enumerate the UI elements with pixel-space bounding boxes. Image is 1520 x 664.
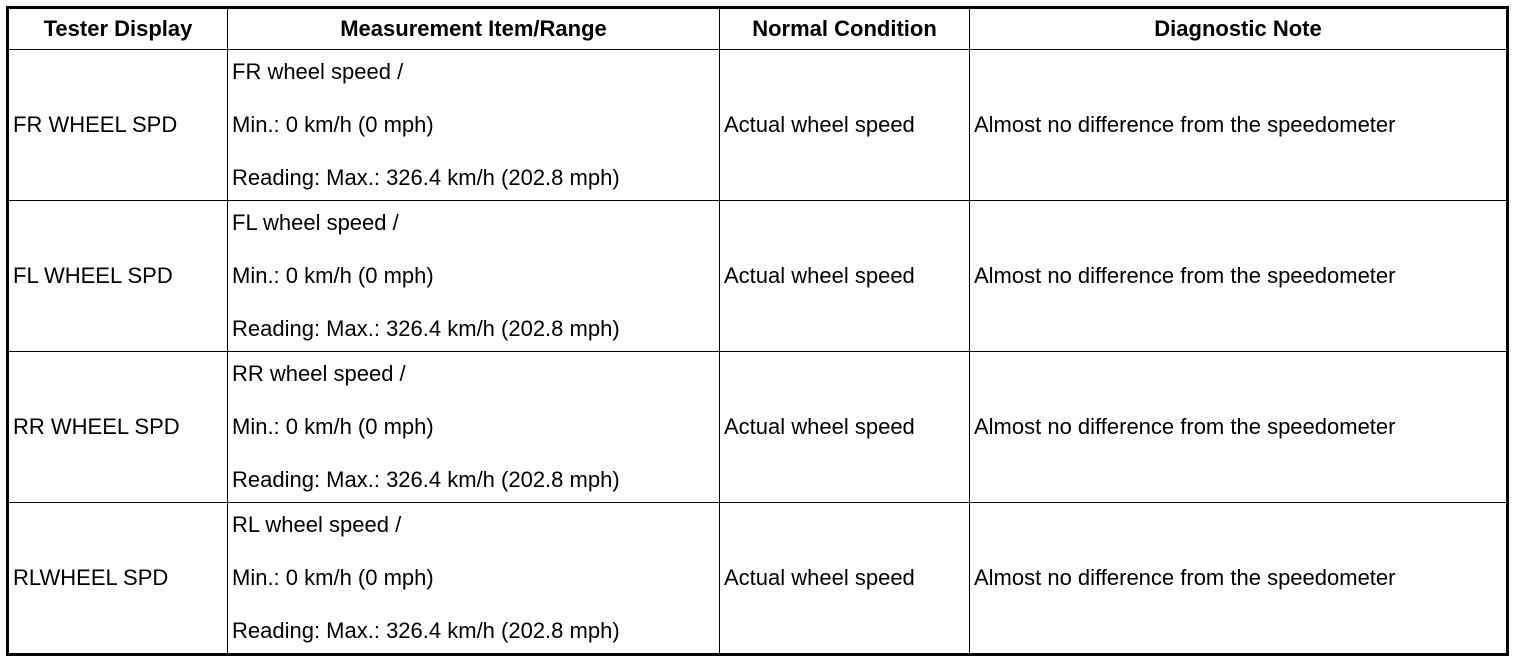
header-tester-display: Tester Display	[7, 7, 228, 50]
range-max: Reading: Max.: 326.4 km/h (202.8 mph)	[232, 618, 620, 643]
diagnostic-note-cell: Almost no difference from the speedomete…	[969, 49, 1508, 201]
measurement-item: RR wheel speed /	[232, 361, 406, 386]
diagnostic-table: Tester Display Measurement Item/Range No…	[6, 6, 1509, 656]
range-max: Reading: Max.: 326.4 km/h (202.8 mph)	[232, 165, 620, 190]
normal-condition-cell: Actual wheel speed	[719, 502, 970, 655]
table-header-row: Tester Display Measurement Item/Range No…	[7, 7, 1508, 50]
tester-display-cell: FL WHEEL SPD	[7, 200, 228, 352]
table-row: FR WHEEL SPD FR wheel speed / Min.: 0 km…	[7, 49, 1508, 201]
measurement-range-cell: RL wheel speed / Min.: 0 km/h (0 mph) Re…	[227, 502, 720, 655]
measurement-item: RL wheel speed /	[232, 512, 402, 537]
measurement-item: FL wheel speed /	[232, 210, 399, 235]
measurement-range-cell: FL wheel speed / Min.: 0 km/h (0 mph) Re…	[227, 200, 720, 352]
tester-display-cell: RR WHEEL SPD	[7, 351, 228, 503]
table-row: RLWHEEL SPD RL wheel speed / Min.: 0 km/…	[7, 502, 1508, 655]
header-measurement-item-range: Measurement Item/Range	[227, 7, 720, 50]
range-min: Min.: 0 km/h (0 mph)	[232, 112, 434, 137]
header-normal-condition: Normal Condition	[719, 7, 970, 50]
header-diagnostic-note: Diagnostic Note	[969, 7, 1508, 50]
diagnostic-note-cell: Almost no difference from the speedomete…	[969, 502, 1508, 655]
diagnostic-table-container: Tester Display Measurement Item/Range No…	[6, 6, 1509, 656]
normal-condition-cell: Actual wheel speed	[719, 49, 970, 201]
normal-condition-cell: Actual wheel speed	[719, 351, 970, 503]
tester-display-cell: RLWHEEL SPD	[7, 502, 228, 655]
measurement-range-cell: FR wheel speed / Min.: 0 km/h (0 mph) Re…	[227, 49, 720, 201]
table-row: RR WHEEL SPD RR wheel speed / Min.: 0 km…	[7, 351, 1508, 503]
range-max: Reading: Max.: 326.4 km/h (202.8 mph)	[232, 467, 620, 492]
measurement-range-cell: RR wheel speed / Min.: 0 km/h (0 mph) Re…	[227, 351, 720, 503]
normal-condition-cell: Actual wheel speed	[719, 200, 970, 352]
measurement-item: FR wheel speed /	[232, 59, 404, 84]
range-min: Min.: 0 km/h (0 mph)	[232, 263, 434, 288]
diagnostic-note-cell: Almost no difference from the speedomete…	[969, 200, 1508, 352]
range-max: Reading: Max.: 326.4 km/h (202.8 mph)	[232, 316, 620, 341]
range-min: Min.: 0 km/h (0 mph)	[232, 565, 434, 590]
range-min: Min.: 0 km/h (0 mph)	[232, 414, 434, 439]
table-row: FL WHEEL SPD FL wheel speed / Min.: 0 km…	[7, 200, 1508, 352]
tester-display-cell: FR WHEEL SPD	[7, 49, 228, 201]
diagnostic-note-cell: Almost no difference from the speedomete…	[969, 351, 1508, 503]
